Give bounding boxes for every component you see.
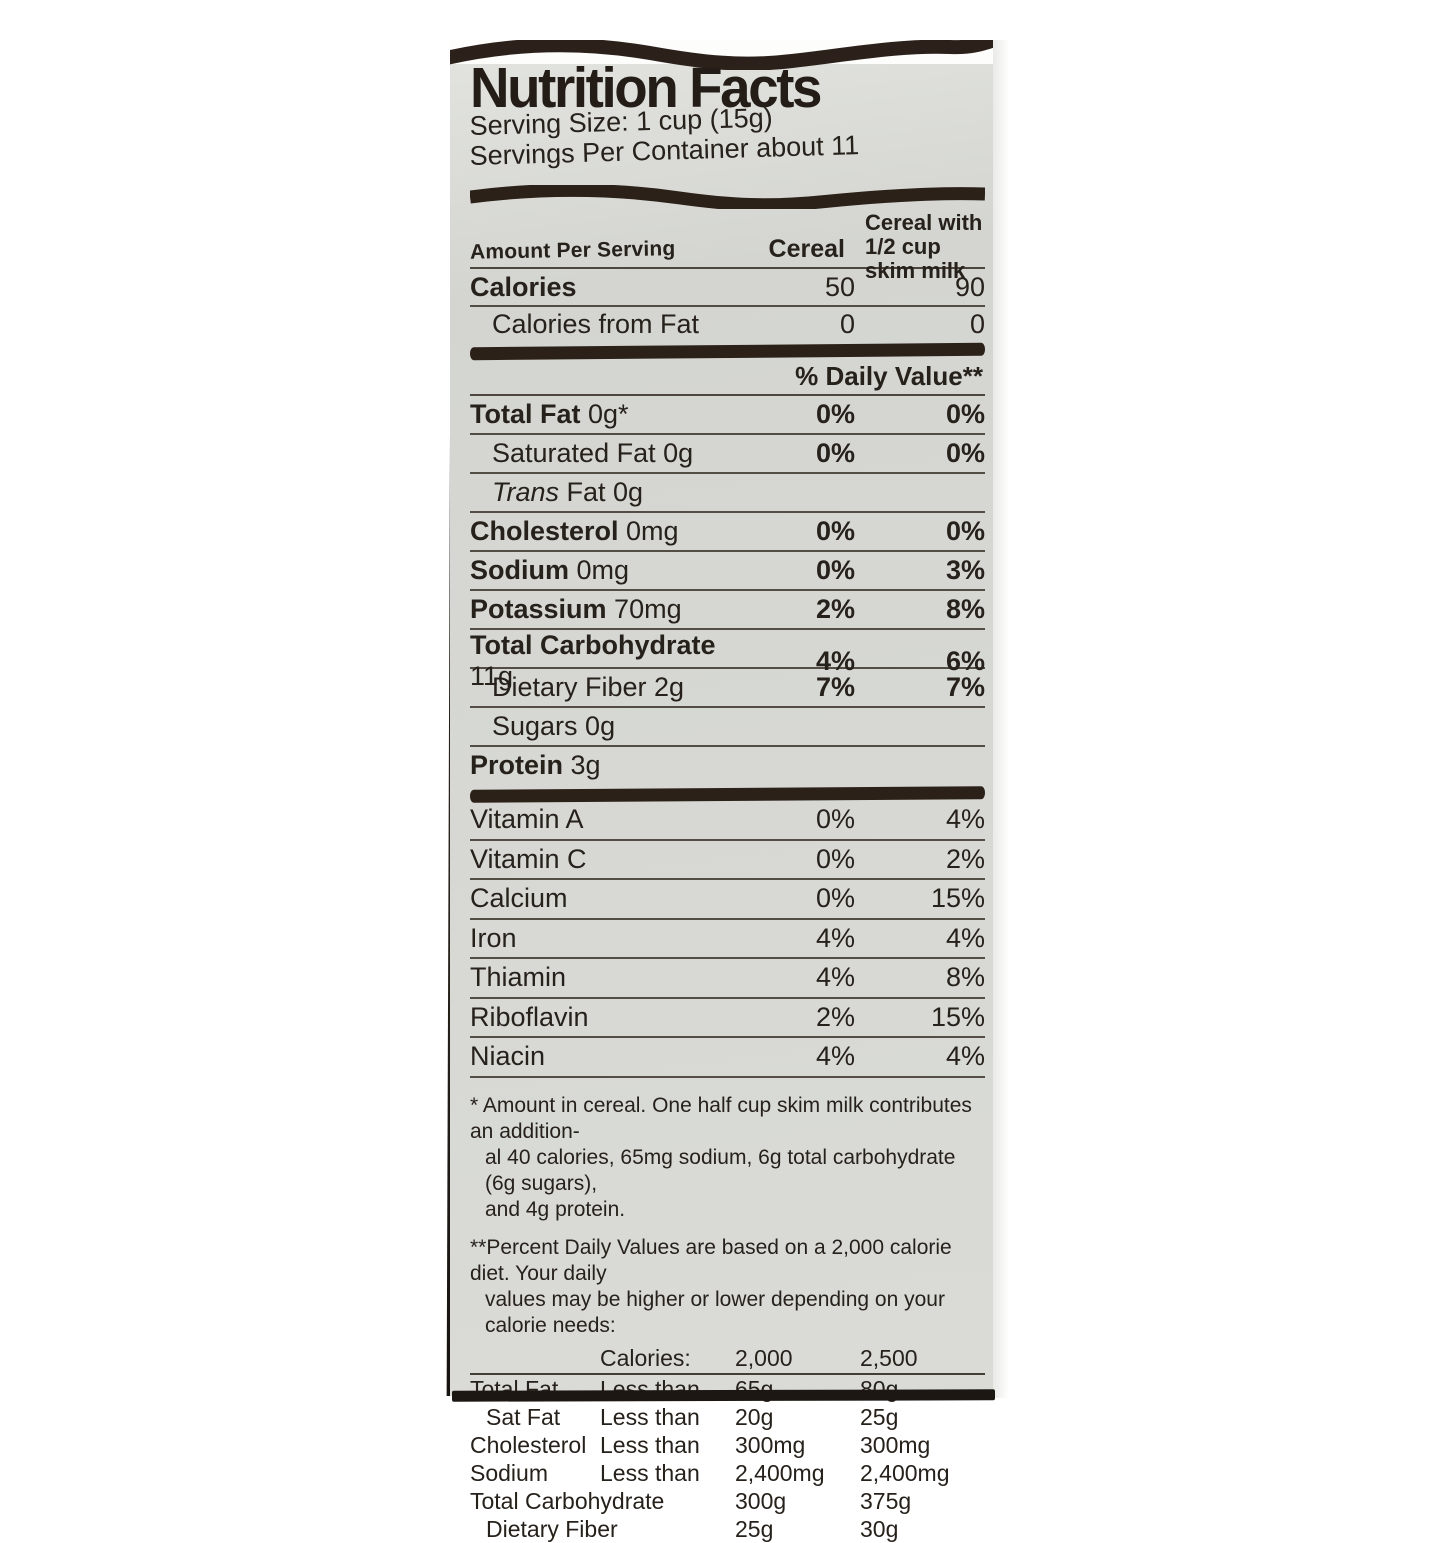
nutrient-row-total-fat: Total Fat 0g* 0% 0% (470, 396, 985, 435)
vitamin-row-riboflavin: Riboflavin 2% 15% (470, 999, 985, 1038)
vitamin-row-thiamin: Thiamin 4% 8% (470, 959, 985, 999)
reference-table-header: Calories: 2,000 2,500 (470, 1345, 985, 1375)
nutrition-facts-label: Nutrition Facts Serving Size: 1 cup (15g… (450, 40, 993, 1542)
amount-per-serving-label: Amount Per Serving (469, 237, 676, 264)
nutrient-row-cholesterol: Cholesterol 0mg 0% 0% (470, 513, 985, 552)
vitamin-row-calcium: Calcium 0% 15% (470, 880, 985, 920)
nutrient-row-protein: Protein 3g (470, 750, 601, 780)
vitamin-row-vitamin-a: Vitamin A 0% 4% (470, 801, 985, 841)
nutrient-row-dietary-fiber: Dietary Fiber 2g 7% 7% (470, 669, 985, 708)
nutrient-row-trans-fat: Trans Fat 0g (470, 474, 985, 513)
vitamin-row-iron: Iron 4% 4% (470, 920, 985, 959)
reference-row-total-carbohydrate: Total Carbohydrate 300g 375g (470, 1487, 912, 1514)
nutrient-row-potassium: Potassium 70mg 2% 8% (470, 591, 985, 630)
nutrient-row-sugars: Sugars 0g (470, 708, 985, 747)
vitamin-row-vitamin-c: Vitamin C 0% 2% (470, 841, 985, 880)
nutrient-row-sodium: Sodium 0mg 0% 3% (470, 552, 985, 591)
page-title: Nutrition Facts (470, 56, 822, 120)
calories-row: Calories 50 90 (470, 269, 985, 307)
daily-value-header: % Daily Value** (470, 358, 985, 396)
reference-row-sat-fat: Sat Fat Less than 20g 25g (486, 1403, 899, 1430)
milk-column-header: Cereal with 1/2 cup skim milk (865, 210, 983, 283)
nutrient-row-saturated-fat: Saturated Fat 0g 0% 0% (470, 435, 985, 474)
package-graphic-wave (450, 40, 993, 70)
calories-from-fat-row: Calories from Fat 0 0 (492, 308, 985, 339)
separator-bar-thick (470, 185, 985, 209)
nutrient-row-total-carbohydrate: Total Carbohydrate 11g 4% 6% (470, 630, 985, 691)
reference-row-sodium: Sodium Less than 2,400mg 2,400mg (470, 1459, 950, 1486)
footnote-cereal: * Amount in cereal. One half cup skim mi… (470, 1093, 972, 1221)
footnote-daily-values: **Percent Daily Values are based on a 2,… (470, 1235, 952, 1337)
column-header-row: Amount Per Serving Cereal Cereal with 1/… (469, 209, 985, 283)
reference-row-dietary-fiber: Dietary Fiber 25g 30g (486, 1515, 899, 1542)
package-right-edge (993, 40, 1009, 1398)
cereal-column-header: Cereal (768, 235, 845, 263)
vitamin-row-niacin: Niacin 4% 4% (470, 1038, 985, 1078)
reference-table: Calories: 2,000 2,500 Total Fat Less tha… (470, 1345, 985, 1543)
package-bottom-edge (451, 1389, 996, 1402)
